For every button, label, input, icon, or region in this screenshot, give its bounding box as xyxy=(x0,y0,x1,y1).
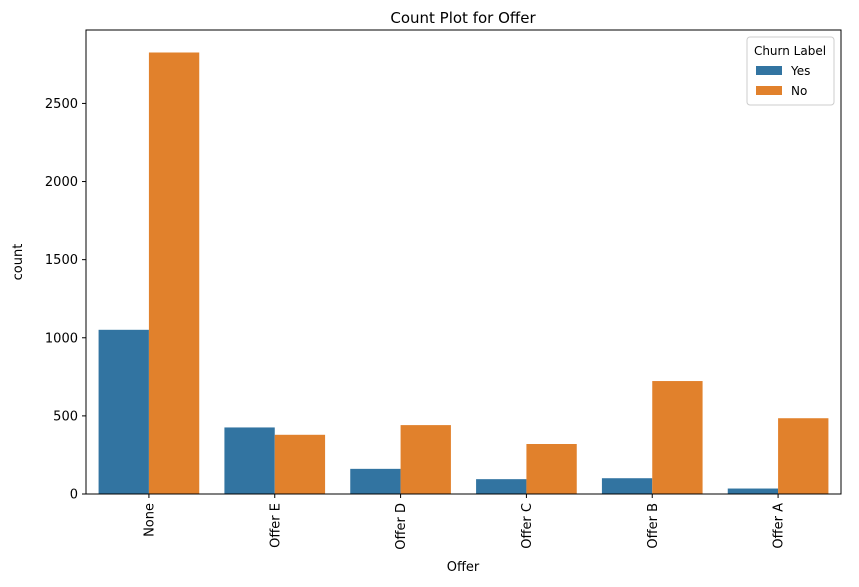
bar-yes-offer-e xyxy=(224,427,275,494)
x-tick-label: Offer B xyxy=(646,503,661,549)
y-axis-label: count xyxy=(11,244,26,281)
x-tick-label: Offer C xyxy=(520,503,535,549)
bar-no-offer-b xyxy=(652,381,703,494)
chart-title: Count Plot for Offer xyxy=(390,9,536,27)
y-tick-label: 500 xyxy=(53,409,78,424)
legend-swatch-no xyxy=(756,86,782,95)
bar-yes-offer-a xyxy=(727,488,779,494)
y-tick-label: 2500 xyxy=(45,97,78,112)
bar-yes-none xyxy=(98,329,149,494)
bars-layer xyxy=(98,52,829,494)
bar-yes-offer-d xyxy=(350,468,401,494)
x-tick-label: None xyxy=(142,503,157,537)
y-axis: 0 500 1000 1500 2000 2500 xyxy=(45,97,86,503)
bar-no-none xyxy=(148,52,200,494)
bar-no-offer-a xyxy=(778,418,829,494)
legend-label-no: No xyxy=(791,84,807,98)
x-axis: None Offer E Offer D Offer C Offer B Offer A xyxy=(142,494,787,550)
x-axis-label: Offer xyxy=(447,560,480,575)
legend-label-yes: Yes xyxy=(790,64,810,78)
bar-no-offer-d xyxy=(400,425,451,494)
x-tick-label: Offer A xyxy=(772,503,787,549)
x-tick-label: Offer D xyxy=(394,503,409,550)
bar-no-offer-c xyxy=(526,444,577,494)
bar-yes-offer-c xyxy=(476,479,527,494)
y-tick-label: 0 xyxy=(70,488,78,503)
legend: Churn Label Yes No xyxy=(746,36,835,106)
legend-title: Churn Label xyxy=(754,44,826,58)
legend-swatch-yes xyxy=(756,66,782,75)
y-tick-label: 1500 xyxy=(45,253,78,268)
plot-frame xyxy=(85,29,842,495)
y-tick-label: 1000 xyxy=(45,331,78,346)
bar-yes-offer-b xyxy=(601,478,653,494)
x-tick-label: Offer E xyxy=(268,503,283,548)
y-tick-label: 2000 xyxy=(45,175,78,190)
bar-no-offer-e xyxy=(274,434,326,494)
